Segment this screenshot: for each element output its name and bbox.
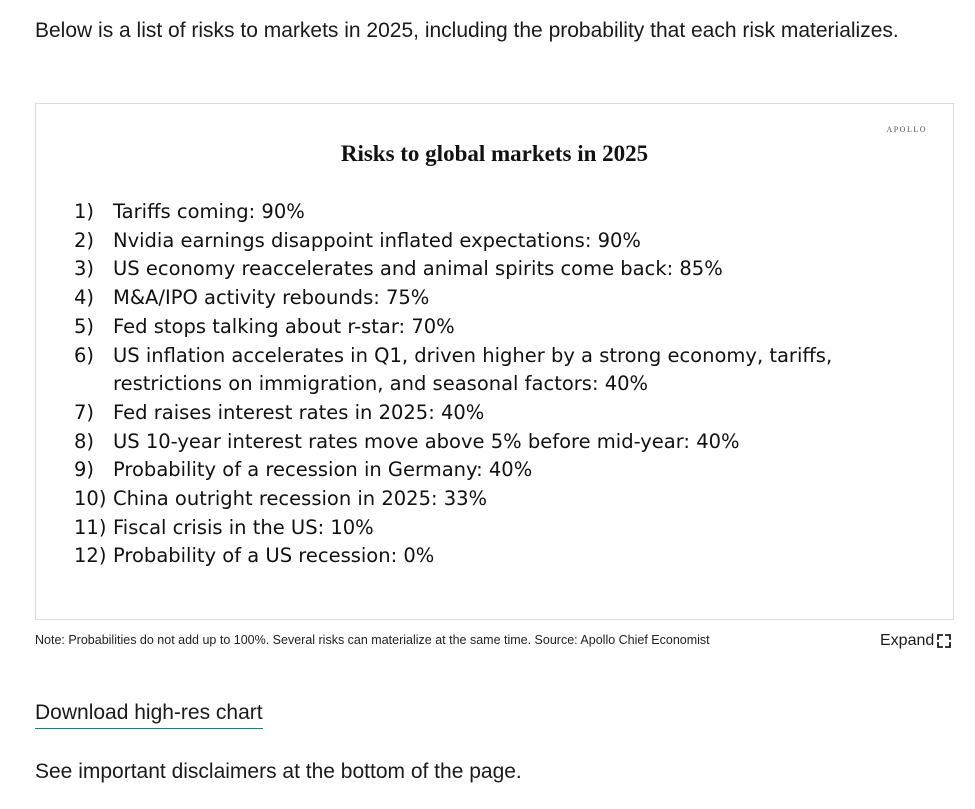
figure-note: Note: Probabilities do not add up to 100… bbox=[35, 633, 710, 647]
risk-number: 10) bbox=[74, 487, 107, 511]
risk-number: 4) bbox=[74, 286, 95, 310]
list-item: 4) M&A/IPO activity rebounds: 75% bbox=[74, 284, 924, 313]
risk-text: M&A/IPO activity rebounds: 75% bbox=[113, 286, 430, 310]
list-item: 7) Fed raises interest rates in 2025: 40% bbox=[74, 399, 924, 428]
chart-figure: APOLLO Risks to global markets in 2025 1… bbox=[35, 103, 954, 620]
intro-text: Below is a list of risks to markets in 2… bbox=[35, 19, 899, 42]
list-item: 5) Fed stops talking about r-star: 70% bbox=[74, 313, 924, 342]
risk-number: 6) bbox=[74, 343, 95, 367]
risk-text: Probability of a US recession: 0% bbox=[113, 544, 435, 568]
risk-list: 1) Tariffs coming: 90% 2) Nvidia earnings … bbox=[74, 198, 924, 571]
risk-text: Fed stops talking about r-star: 70% bbox=[113, 314, 455, 338]
risk-text: US inflation accelerates in Q1, driven h… bbox=[113, 343, 833, 396]
disclaimer-text: See important disclaimers at the bottom … bbox=[35, 760, 522, 783]
expand-label: Expand bbox=[880, 632, 935, 649]
expand-button[interactable]: Expand bbox=[880, 632, 952, 650]
list-item: 9) Probability of a recession in Germany:… bbox=[74, 456, 924, 485]
risk-text: Fed raises interest rates in 2025: 40% bbox=[113, 400, 485, 424]
risk-number: 3) bbox=[74, 257, 95, 281]
risk-text: US economy reaccelerates and animal spir… bbox=[113, 257, 723, 281]
risk-number: 1) bbox=[74, 200, 95, 223]
list-item: 6) US inflation accelerates in Q1, driven… bbox=[74, 342, 924, 399]
risk-text: US 10-year interest rates move above 5% … bbox=[113, 429, 740, 453]
risk-number: 5) bbox=[74, 314, 95, 338]
risk-text: China outright recession in 2025: 33% bbox=[113, 487, 488, 511]
list-item: 1) Tariffs coming: 90% bbox=[74, 198, 924, 227]
expand-arrows-icon bbox=[937, 634, 952, 648]
risk-number: 7) bbox=[74, 400, 95, 424]
list-item: 3) US economy reaccelerates and animal sp… bbox=[74, 255, 924, 284]
download-high-res-chart-link[interactable]: Download high-res chart bbox=[35, 700, 263, 729]
risk-text: Tariffs coming: 90% bbox=[113, 200, 305, 223]
figure-title: Risks to global markets in 2025 bbox=[340, 141, 649, 166]
risk-number: 9) bbox=[74, 458, 95, 482]
list-item: 8) US 10-year interest rates move above 5… bbox=[74, 428, 924, 457]
risk-number: 8) bbox=[74, 429, 95, 453]
list-item: 10) China outright recession in 2025: 33% bbox=[74, 485, 924, 514]
list-item: 2) Nvidia earnings disappoint inflated ex… bbox=[74, 227, 924, 256]
risk-number: 2) bbox=[74, 228, 95, 252]
risk-text: Probability of a recession in Germany: 4… bbox=[113, 458, 533, 482]
brand-logo-text: APOLLO bbox=[886, 125, 927, 134]
risk-text: Fiscal crisis in the US: 10% bbox=[113, 515, 374, 539]
risk-text: Nvidia earnings disappoint inflated expe… bbox=[113, 228, 641, 252]
list-item: 11) Fiscal crisis in the US: 10% bbox=[74, 514, 924, 543]
list-item: 12) Probability of a US recession: 0% bbox=[74, 542, 924, 571]
risk-number: 12) bbox=[74, 544, 107, 568]
risk-number: 11) bbox=[74, 515, 107, 539]
